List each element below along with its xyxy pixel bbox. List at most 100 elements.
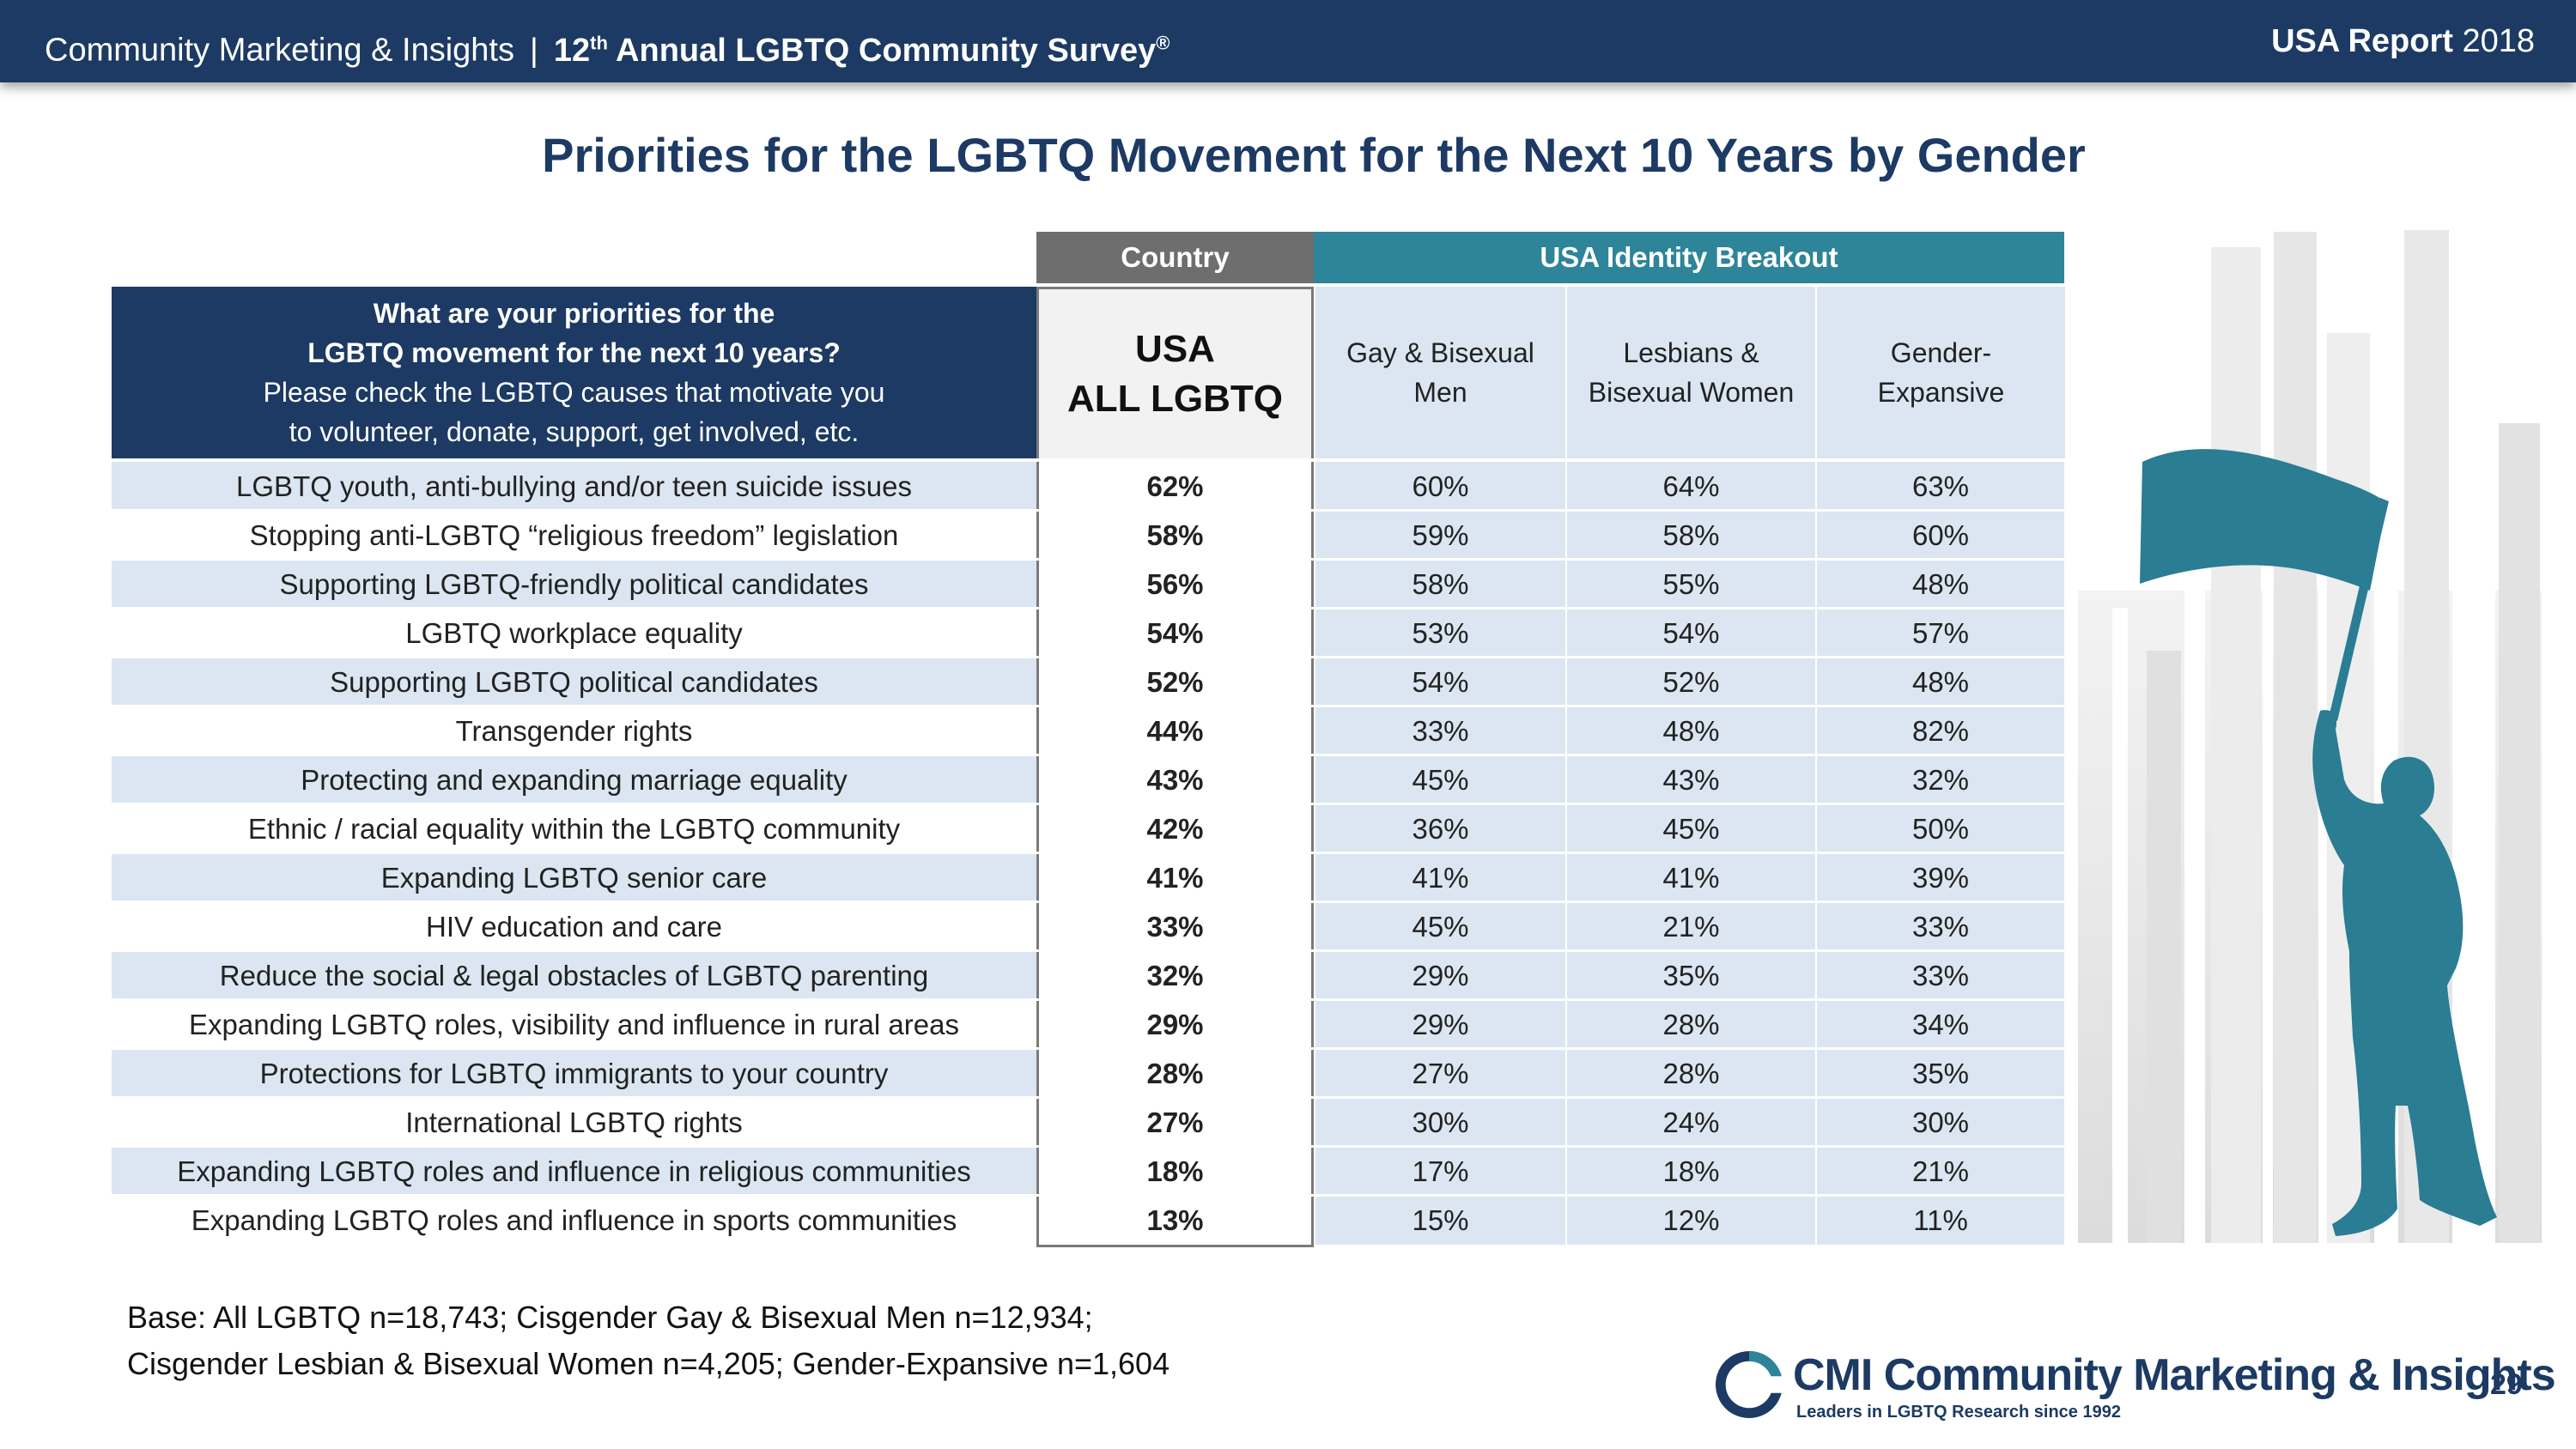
column-header-men-line1: Gay & Bisexual [1346,337,1534,368]
question-header: What are your priorities for the LGBTQ m… [112,287,1036,458]
row-value-gender-expansive: 50% [1815,804,2064,853]
row-value-gay-bisexual-men: 59% [1314,511,1565,560]
page-title: Priorities for the LGBTQ Movement for th… [542,128,2086,182]
row-value-usa: 27% [1036,1098,1314,1147]
row-value-gender-expansive: 33% [1815,951,2064,1000]
question-line-4: to volunteer, donate, support, get invol… [289,416,860,447]
header-separator: | [529,32,538,69]
row-value-gay-bisexual-men: 33% [1314,706,1565,755]
row-label: Supporting LGBTQ-friendly political cand… [112,560,1036,609]
row-value-lesbian-bisexual-women: 41% [1565,853,1815,902]
usa-column-bottom-border [1036,1245,1314,1247]
cmi-tagline: Leaders in LGBTQ Research since 1992 [1796,1403,2121,1422]
row-value-usa: 41% [1036,853,1314,902]
report-year: 2018 [2452,23,2535,59]
row-divider [112,754,2064,756]
row-value-gender-expansive: 34% [1815,1000,2064,1049]
cmi-logo-text: CMI Community Marketing & Insights [1793,1349,2556,1401]
survey-title: Annual LGBTQ Community Survey [607,32,1157,69]
row-value-lesbian-bisexual-women: 45% [1565,804,1815,853]
row-value-usa: 44% [1036,706,1314,755]
column-header-usa-line1: USA [1135,327,1215,370]
header-org: Community Marketing & Insights [45,32,514,69]
header-left: Community Marketing & Insights | 12th Annu… [45,24,1170,70]
row-value-lesbian-bisexual-women: 12% [1565,1196,1815,1245]
cmi-logo: CMI Community Marketing & Insights Leade… [1716,1348,2556,1425]
header-bar: Community Marketing & Insights | 12th Annu… [0,0,2576,82]
row-label: International LGBTQ rights [112,1098,1036,1147]
row-divider [112,705,2064,707]
cmi-name: Community Marketing & Insights [1883,1350,2556,1400]
survey-number: 12 [553,32,591,69]
row-value-gay-bisexual-men: 15% [1314,1196,1565,1245]
row-value-lesbian-bisexual-women: 18% [1565,1147,1815,1196]
row-value-gay-bisexual-men: 29% [1314,1000,1565,1049]
base-line-2: Cisgender Lesbian & Bisexual Women n=4,2… [127,1346,1170,1381]
row-divider [112,1194,2064,1197]
column-header-ge-line1: Gender- [1890,337,1992,368]
row-value-gay-bisexual-men: 29% [1314,951,1565,1000]
row-value-gay-bisexual-men: 30% [1314,1098,1565,1147]
row-label: Expanding LGBTQ roles and influence in s… [112,1196,1036,1245]
row-value-gay-bisexual-men: 60% [1314,462,1565,511]
row-value-usa: 18% [1036,1147,1314,1196]
row-divider [112,1145,2064,1148]
row-value-lesbian-bisexual-women: 52% [1565,658,1815,706]
row-divider [112,852,2064,854]
cmi-logo-mark-icon [1716,1351,1783,1418]
column-header-women-line1: Lesbians & [1623,337,1759,368]
survey-ordinal: th [590,32,608,53]
row-value-lesbian-bisexual-women: 48% [1565,706,1815,755]
row-label: Protections for LGBTQ immigrants to your… [112,1049,1036,1098]
column-header-women-line2: Bisexual Women [1588,377,1795,408]
question-line-3: Please check the LGBTQ causes that motiv… [263,377,885,408]
row-divider [112,949,2064,952]
row-value-lesbian-bisexual-women: 55% [1565,560,1815,609]
row-label: LGBTQ workplace equality [112,609,1036,658]
row-label: Protecting and expanding marriage equali… [112,755,1036,804]
row-value-gender-expansive: 57% [1815,609,2064,658]
header-survey: 12th Annual LGBTQ Community Survey® [553,32,1170,69]
row-value-usa: 13% [1036,1196,1314,1245]
question-line-2: LGBTQ movement for the next 10 years? [307,337,841,368]
row-value-gender-expansive: 39% [1815,853,2064,902]
row-divider [112,1096,2064,1099]
row-value-gay-bisexual-men: 53% [1314,609,1565,658]
row-value-gay-bisexual-men: 36% [1314,804,1565,853]
row-value-gay-bisexual-men: 45% [1314,902,1565,951]
row-value-gender-expansive: 30% [1815,1098,2064,1147]
row-label: Expanding LGBTQ roles, visibility and in… [112,1000,1036,1049]
column-header-gender-expansive: Gender- Expansive [1815,287,2065,458]
row-value-gay-bisexual-men: 17% [1314,1147,1565,1196]
row-value-lesbian-bisexual-women: 28% [1565,1000,1815,1049]
row-value-lesbian-bisexual-women: 54% [1565,609,1815,658]
row-label: LGBTQ youth, anti-bullying and/or teen s… [112,462,1036,511]
row-value-lesbian-bisexual-women: 24% [1565,1098,1815,1147]
column-header-gay-bisexual-men: Gay & Bisexual Men [1314,287,1565,458]
row-label: Reduce the social & legal obstacles of L… [112,951,1036,1000]
row-divider [112,656,2064,658]
row-label: Expanding LGBTQ senior care [112,853,1036,902]
row-divider [112,509,2064,512]
row-value-usa: 33% [1036,902,1314,951]
row-value-gay-bisexual-men: 41% [1314,853,1565,902]
row-divider [112,998,2064,1001]
row-value-usa: 62% [1036,462,1314,511]
row-value-lesbian-bisexual-women: 21% [1565,902,1815,951]
person-with-flag-icon [2140,449,2497,1236]
row-value-usa: 58% [1036,511,1314,560]
question-line-1: What are your priorities for the [373,298,775,329]
row-value-gender-expansive: 11% [1815,1196,2064,1245]
row-value-lesbian-bisexual-women: 64% [1565,462,1815,511]
group-header-country: Country [1036,232,1314,283]
column-header-usa: USA ALL LGBTQ [1036,287,1314,458]
registered-mark: ® [1156,32,1170,53]
row-value-usa: 29% [1036,1000,1314,1049]
page-number: 29 [2490,1368,2523,1401]
cmi-abbr: CMI [1793,1350,1873,1400]
row-value-gay-bisexual-men: 45% [1314,755,1565,804]
row-value-usa: 54% [1036,609,1314,658]
row-value-lesbian-bisexual-women: 58% [1565,511,1815,560]
row-value-gender-expansive: 35% [1815,1049,2064,1098]
base-line-1: Base: All LGBTQ n=18,743; Cisgender Gay … [127,1300,1093,1335]
